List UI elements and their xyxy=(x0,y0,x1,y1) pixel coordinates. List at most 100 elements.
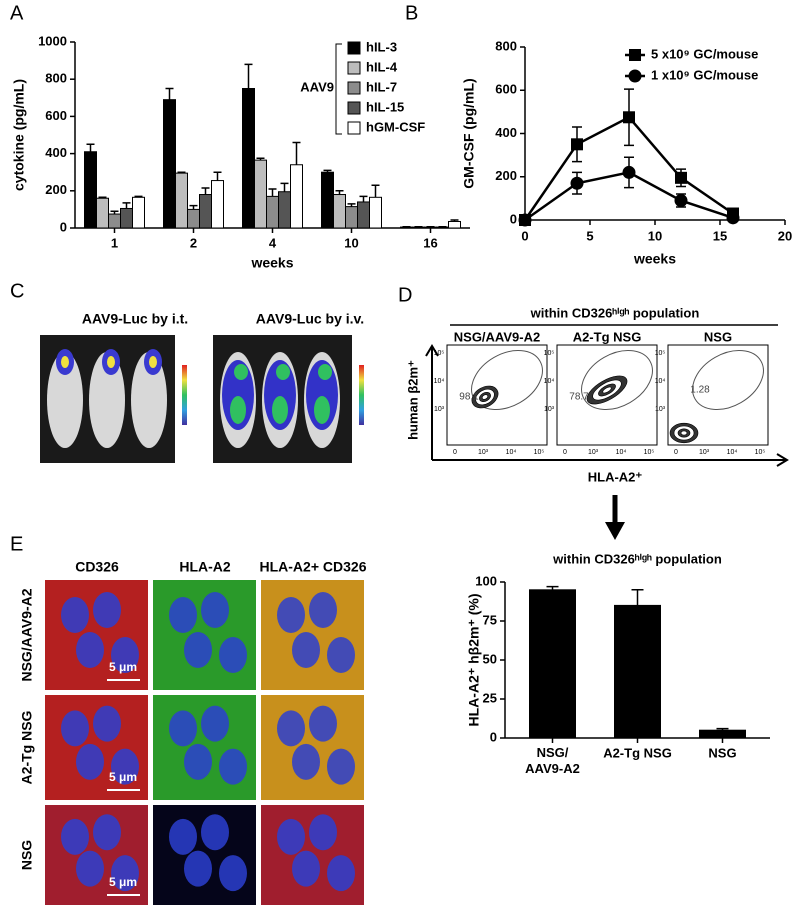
panel-letter: A xyxy=(10,2,24,24)
image-label: AAV9-Luc by i.v. xyxy=(256,311,364,327)
nucleus xyxy=(309,592,337,628)
nucleus xyxy=(277,818,305,855)
gate xyxy=(692,350,764,410)
error-bar xyxy=(268,188,277,197)
flow-x-tick: 10³ xyxy=(588,449,599,456)
mouse xyxy=(89,352,125,448)
y-axis-label: GM-CSF (pg/mL) xyxy=(461,78,477,188)
legend-swatch xyxy=(347,41,361,55)
bar xyxy=(242,88,255,229)
flow-x-tick: 10⁴ xyxy=(727,449,738,456)
marker xyxy=(518,213,532,227)
marker xyxy=(570,176,584,190)
legend-bracket xyxy=(335,43,342,135)
nucleus xyxy=(277,597,305,633)
nucleus xyxy=(184,632,212,668)
nucleus xyxy=(169,818,197,855)
nucleus xyxy=(219,748,247,785)
image-label: AAV9-Luc by i.t. xyxy=(82,311,188,327)
bar xyxy=(448,220,461,229)
panel-letter: E xyxy=(10,533,23,555)
row-label: NSG/AAV9-A2 xyxy=(19,588,35,681)
legend-swatch xyxy=(347,61,361,75)
error-bar xyxy=(165,87,174,100)
error-bar xyxy=(122,202,131,209)
legend-swatch xyxy=(347,81,361,95)
flow-title: within CD326ʰⁱᵍʰ population xyxy=(530,305,700,320)
x-tick-label: 15 xyxy=(713,228,727,243)
flow-y-tick: 10³ xyxy=(434,406,445,413)
flow-y-tick: 10³ xyxy=(655,406,666,413)
color-bar xyxy=(182,365,187,425)
nucleus xyxy=(61,818,89,855)
y-tick-label: 1000 xyxy=(38,33,67,48)
x-tick-label: 4 xyxy=(269,235,277,250)
gate-value: 1.28 xyxy=(690,385,710,396)
bar xyxy=(529,589,576,739)
mouse xyxy=(131,352,167,448)
nucleus xyxy=(169,597,197,633)
legend-marker xyxy=(629,49,641,61)
x-tick-label: 10 xyxy=(648,228,662,243)
nucleus xyxy=(76,850,104,887)
error-bar xyxy=(201,187,210,195)
nucleus xyxy=(111,855,139,892)
y-tick-label: 100 xyxy=(475,573,497,588)
flow-x-tick: 10³ xyxy=(699,449,710,456)
flow-x-tick: 0 xyxy=(563,449,567,456)
error-bar xyxy=(177,171,186,174)
y-arrow xyxy=(425,344,439,460)
legend-label: hIL-3 xyxy=(366,39,397,54)
nucleus xyxy=(219,855,247,892)
nucleus xyxy=(169,710,197,747)
scale-bar-label: 5 μm xyxy=(109,660,137,674)
nucleus xyxy=(309,814,337,851)
flow-plot-label: NSG/AAV9-A2 xyxy=(454,329,540,344)
legend-swatch xyxy=(347,101,361,115)
legend-label: 5 x10⁹ GC/mouse xyxy=(651,46,758,61)
nucleus xyxy=(201,592,229,628)
signal xyxy=(234,364,248,380)
y-tick-label: 50 xyxy=(483,651,497,666)
x-tick-label: 20 xyxy=(778,228,792,243)
bar xyxy=(369,196,382,229)
error-bar xyxy=(110,210,119,215)
legend-label: hIL-4 xyxy=(366,59,398,74)
nucleus xyxy=(327,637,355,673)
flow-y-tick: 10³ xyxy=(544,406,555,413)
x-tick-label: 1 xyxy=(111,235,118,250)
error-bar xyxy=(335,190,344,195)
nucleus xyxy=(292,850,320,887)
error-bar xyxy=(98,196,107,199)
error-bar xyxy=(546,585,559,590)
y-tick-label: 200 xyxy=(45,182,67,197)
nucleus xyxy=(327,855,355,892)
nucleus xyxy=(277,710,305,747)
nucleus xyxy=(61,597,89,633)
mouse xyxy=(47,352,83,448)
bar xyxy=(290,164,303,229)
flow-x-tick: 10⁴ xyxy=(616,449,627,456)
error-bar xyxy=(347,203,356,207)
bar xyxy=(266,195,279,229)
y-axis-label: cytokine (pg/mL) xyxy=(11,79,27,191)
marker xyxy=(571,138,583,151)
flow-y-tick: 10⁵ xyxy=(544,350,555,357)
panel-letter: C xyxy=(10,280,24,302)
x-axis-label: weeks xyxy=(633,251,676,267)
nucleus xyxy=(76,743,104,780)
panel-letter: D xyxy=(398,284,412,306)
bar xyxy=(120,207,133,229)
legend-label: 1 x10⁹ GC/mouse xyxy=(651,67,758,82)
flow-y-tick: 10⁵ xyxy=(655,350,666,357)
x-tick-label: A2-Tg NSG xyxy=(603,745,672,760)
nucleus xyxy=(184,850,212,887)
scale-bar-label: 5 μm xyxy=(109,875,137,889)
error-bar xyxy=(450,219,459,222)
nucleus xyxy=(219,637,247,673)
nucleus xyxy=(111,748,139,785)
flow-x-tick: 10⁴ xyxy=(506,449,517,456)
nucleus xyxy=(93,814,121,851)
marker xyxy=(623,111,635,124)
y-tick-label: 600 xyxy=(45,108,67,123)
